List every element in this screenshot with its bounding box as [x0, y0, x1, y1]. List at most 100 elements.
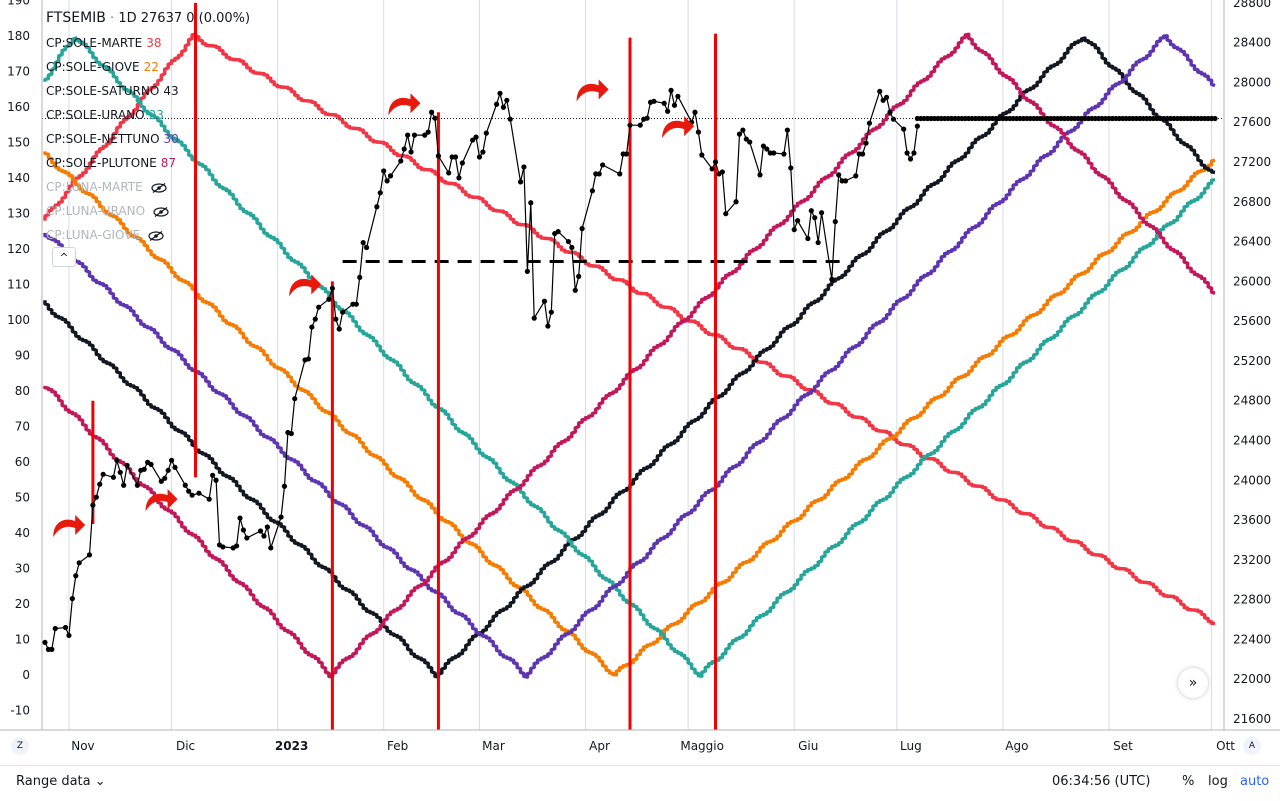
price-point: [405, 132, 411, 138]
price-point: [428, 109, 435, 115]
price-point: [524, 268, 530, 274]
indicator-row[interactable]: CP:SOLE-NETTUNO 30: [46, 127, 250, 151]
price-point: [381, 168, 387, 174]
price-point: [86, 552, 93, 558]
price-point: [459, 160, 465, 166]
price-point: [97, 481, 103, 487]
price-point: [435, 153, 442, 159]
red-arrow-icon: [53, 515, 86, 538]
right-tick-label: 22000: [1233, 672, 1271, 686]
indicator-row[interactable]: CP:SOLE-URANO 23: [46, 103, 250, 127]
price-point: [483, 130, 489, 136]
scroll-to-realtime-button[interactable]: »: [1178, 668, 1208, 698]
x-tick-label: Giu: [798, 739, 818, 753]
price-point: [377, 190, 383, 196]
price-point: [665, 108, 671, 114]
price-point: [818, 210, 825, 216]
price-point: [172, 464, 178, 470]
price-point: [911, 150, 917, 156]
price-point: [596, 171, 602, 177]
chevron-up-icon: ^: [59, 250, 69, 264]
right-axis-button[interactable]: A: [1243, 737, 1261, 755]
left-tick-label: 60: [15, 455, 30, 469]
indicator-label: CP:SOLE-GIOVE: [46, 60, 140, 74]
auto-scale-toggle[interactable]: auto: [1240, 774, 1270, 789]
indicator-row[interactable]: CP:SOLE-SATURNO 43: [46, 79, 250, 103]
price-point: [340, 309, 346, 315]
price-point: [233, 543, 240, 549]
price-point: [384, 178, 390, 184]
interval-label[interactable]: 1D: [118, 11, 137, 26]
price-point: [637, 122, 643, 128]
x-tick-label: 2023: [275, 739, 308, 753]
symbol-name[interactable]: FTSEMIB: [46, 10, 106, 26]
price-point: [220, 544, 226, 550]
price-point: [52, 625, 58, 632]
price-point: [579, 226, 585, 232]
price-point: [360, 239, 366, 246]
price-point: [866, 120, 873, 126]
price-point: [504, 97, 510, 103]
price-point: [528, 200, 534, 206]
indicator-label: CP:SOLE-SATURNO: [46, 84, 160, 98]
price-point: [476, 154, 483, 160]
legend-collapse-button[interactable]: ^: [52, 247, 76, 267]
indicator-row[interactable]: CP:LUNA-MARTE: [46, 175, 250, 199]
price-point: [93, 494, 99, 500]
eye-crossed-icon[interactable]: [151, 182, 167, 193]
price-point: [507, 116, 513, 122]
indicator-row[interactable]: CP:LUNA-URANO: [46, 199, 250, 223]
eye-crossed-icon[interactable]: [148, 230, 164, 241]
price-point: [189, 492, 195, 498]
indicator-row[interactable]: CP:LUNA-GIOVE: [46, 223, 250, 247]
utc-clock[interactable]: 06:34:56 (UTC): [1052, 774, 1151, 789]
price-point: [764, 146, 770, 152]
price-point: [747, 139, 753, 145]
price-point: [569, 244, 575, 251]
price-point: [842, 178, 849, 184]
eye-crossed-icon[interactable]: [153, 206, 169, 217]
range-dropdown[interactable]: Range data ⌄: [16, 774, 106, 789]
price-point: [904, 150, 910, 156]
price-point: [521, 164, 527, 170]
price-point: [695, 129, 702, 135]
symbol-header: FTSEMIB · 1D 27637 0 (0.00%): [46, 10, 251, 26]
price-point: [675, 93, 681, 99]
price-point: [473, 134, 479, 140]
price-point: [712, 159, 719, 165]
price-point: [907, 156, 914, 162]
right-tick-label: 27600: [1233, 115, 1271, 129]
price-point: [398, 158, 404, 164]
price-point: [877, 88, 883, 94]
indicator-row[interactable]: CP:SOLE-MARTE 38: [46, 31, 250, 55]
x-tick-label: Maggio: [680, 739, 724, 753]
right-tick-label: 26400: [1233, 235, 1271, 249]
price-point: [62, 624, 69, 631]
indicator-row[interactable]: CP:SOLE-PLUTONE 87: [46, 151, 250, 175]
percent-scale-toggle[interactable]: %: [1182, 774, 1195, 789]
price-point: [305, 356, 312, 362]
price-point: [627, 122, 633, 128]
price-point: [771, 150, 777, 156]
red-arrow-shape: [662, 116, 695, 139]
price-point: [268, 545, 274, 551]
indicator-value: 30: [163, 132, 179, 146]
indicator-row[interactable]: CP:SOLE-GIOVE 22: [46, 55, 250, 79]
left-tick-label: 110: [7, 278, 30, 292]
price-point: [210, 472, 216, 478]
indicator-label: CP:LUNA-MARTE: [46, 180, 143, 194]
x-tick-label: Mar: [482, 739, 505, 753]
price-point: [456, 175, 462, 181]
log-scale-toggle[interactable]: log: [1208, 774, 1228, 789]
price-chart[interactable]: Nov Dic 2023 Feb Mar Apr Maggio Giu Lug Ago Set Ott…: [0, 0, 1280, 765]
price-point: [124, 462, 130, 468]
left-axis-button[interactable]: Z: [11, 737, 29, 755]
price-point: [165, 467, 171, 473]
price-point: [162, 475, 168, 481]
price-point: [493, 101, 500, 107]
right-tick-label: 26800: [1233, 195, 1271, 209]
right-tick-label: 23600: [1233, 513, 1271, 527]
price-point: [832, 219, 838, 225]
price-point: [589, 188, 595, 194]
price-point: [781, 151, 787, 157]
